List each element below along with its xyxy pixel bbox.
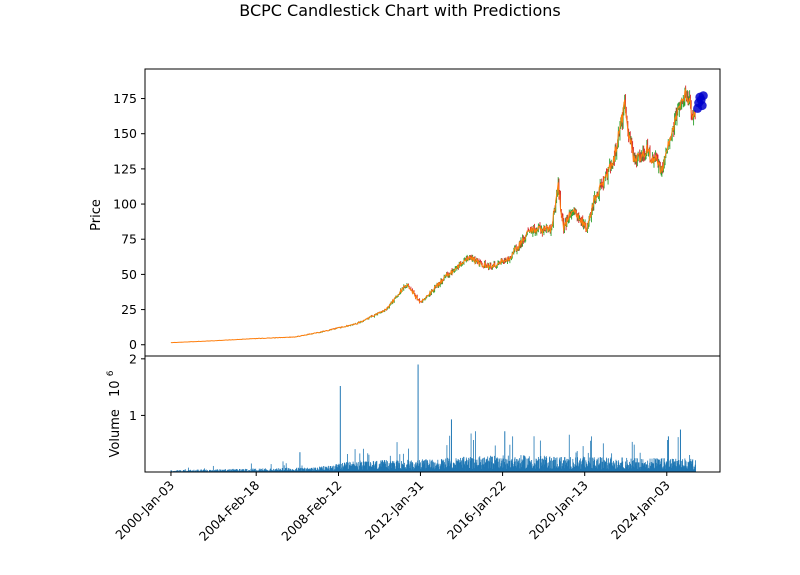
price-marks [170, 85, 708, 344]
volume-y-label-text: Volume [108, 409, 123, 457]
volume-y-label: Volume 10 6 [106, 370, 123, 457]
price-y-tick-label: 150 [113, 126, 137, 141]
volume-y-ticks: 12 [129, 351, 145, 423]
price-panel: 0 25 50 75 100 125 150 175 Price [89, 68, 721, 357]
volume-y-label-group: Volume 10 6 [106, 370, 123, 457]
volume-y-label-base: 10 [108, 380, 123, 397]
price-y-tick-label: 50 [121, 267, 137, 282]
price-y-tick-label: 25 [121, 302, 137, 317]
volume-axes-frame [144, 355, 721, 473]
price-y-tick-label: 75 [121, 232, 137, 247]
price-y-tick-label: 175 [113, 91, 137, 106]
volume-bars [170, 364, 696, 472]
chart-title: BCPC Candlestick Chart with Predictions [239, 1, 560, 20]
prediction-point [697, 101, 707, 111]
price-y-tick-label: 0 [129, 337, 137, 352]
price-y-label: Price [89, 199, 104, 231]
price-close-line [170, 87, 696, 344]
price-y-tick-label: 100 [113, 197, 137, 212]
price-y-tick-label: 125 [113, 161, 137, 176]
price-y-ticks: 0 25 50 75 100 125 150 175 [113, 91, 145, 352]
prediction-point [698, 91, 708, 101]
volume-y-label-exponent: 6 [106, 370, 116, 376]
volume-y-tick-label: 1 [129, 408, 137, 423]
volume-y-tick-label: 2 [129, 351, 137, 366]
